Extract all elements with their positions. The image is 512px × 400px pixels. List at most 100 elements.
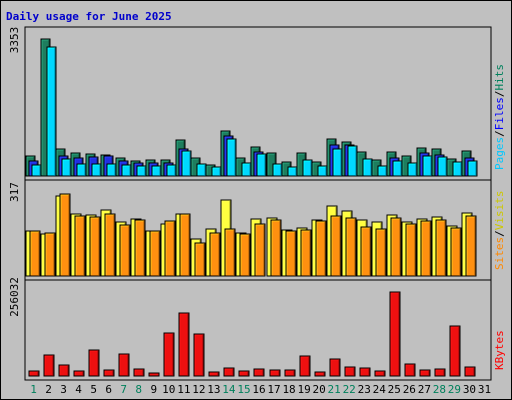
bar-kbytes-day-8 <box>133 368 145 377</box>
bar-sites-day-8 <box>134 219 146 277</box>
bar-sites-day-28 <box>435 219 447 277</box>
bar-kbytes-day-9 <box>148 372 160 377</box>
bar-kbytes-day-20 <box>314 371 326 377</box>
day-label-12: 12 <box>192 383 205 396</box>
legend-text: Visits <box>493 191 506 231</box>
legend-text: / <box>493 130 506 137</box>
bar-kbytes-day-26 <box>404 363 416 377</box>
bar-sites-day-9 <box>149 230 161 277</box>
bar-sites-day-16 <box>254 223 266 277</box>
bar-sites-day-1 <box>29 230 41 277</box>
bar-sites-day-10 <box>164 220 176 277</box>
bar-pages-day-21 <box>332 148 343 177</box>
chart-title: Daily usage for June 2025 <box>6 10 172 23</box>
day-label-16: 16 <box>252 383 265 396</box>
bar-pages-day-1 <box>31 164 42 177</box>
bar-sites-day-4 <box>74 215 86 277</box>
bar-pages-day-2 <box>46 46 57 177</box>
max-label-pages-files-hits: 3353 <box>8 27 21 54</box>
day-label-25: 25 <box>388 383 401 396</box>
bar-sites-day-5 <box>89 216 101 277</box>
bar-sites-day-24 <box>375 228 387 277</box>
bar-kbytes-day-22 <box>344 366 356 377</box>
bar-sites-day-3 <box>59 193 71 277</box>
day-label-7: 7 <box>120 383 127 396</box>
bar-pages-day-9 <box>151 165 162 177</box>
bar-pages-day-18 <box>287 166 298 177</box>
bar-pages-day-26 <box>407 162 418 177</box>
bar-kbytes-day-25 <box>389 291 401 377</box>
day-label-15: 15 <box>237 383 250 396</box>
bar-pages-day-27 <box>422 155 433 177</box>
day-label-2: 2 <box>45 383 52 396</box>
bar-pages-day-22 <box>347 145 358 177</box>
legend-text: Files <box>493 97 506 130</box>
day-label-1: 1 <box>30 383 37 396</box>
bar-pages-day-19 <box>302 159 313 177</box>
day-label-14: 14 <box>222 383 236 396</box>
legend-text: Pages <box>493 137 506 170</box>
bar-kbytes-day-6 <box>103 369 115 377</box>
day-label-11: 11 <box>177 383 190 396</box>
bar-pages-day-4 <box>76 163 87 177</box>
day-label-29: 29 <box>448 383 461 396</box>
day-label-27: 27 <box>418 383 431 396</box>
bar-sites-day-14 <box>224 228 236 277</box>
day-label-4: 4 <box>75 383 82 396</box>
bar-pages-day-3 <box>61 158 72 177</box>
legend-text: Sites <box>493 237 506 270</box>
day-label-18: 18 <box>282 383 295 396</box>
legend-pages-files-hits: Pages/Files/Hits <box>493 64 506 170</box>
bar-pages-day-29 <box>452 161 463 177</box>
bar-pages-day-30 <box>467 160 478 177</box>
bar-kbytes-day-3 <box>58 364 70 377</box>
bar-kbytes-day-13 <box>208 371 220 377</box>
bar-pages-day-15 <box>241 162 252 177</box>
bar-sites-day-26 <box>405 223 417 277</box>
bar-pages-day-12 <box>196 163 207 177</box>
bar-pages-day-10 <box>166 164 177 177</box>
bar-pages-day-5 <box>91 163 102 177</box>
bar-kbytes-day-1 <box>28 370 40 377</box>
bar-sites-day-25 <box>390 217 402 277</box>
bar-kbytes-day-28 <box>434 368 446 377</box>
bar-pages-day-17 <box>272 163 283 177</box>
bar-kbytes-day-4 <box>73 370 85 377</box>
bar-pages-day-14 <box>226 138 237 177</box>
bar-kbytes-day-18 <box>284 369 296 377</box>
day-label-22: 22 <box>343 383 356 396</box>
legend-text: / <box>493 91 506 98</box>
bar-kbytes-day-11 <box>178 312 190 377</box>
panel-kbytes <box>24 279 492 381</box>
max-label-sites-visits: 317 <box>8 182 21 202</box>
bar-pages-day-25 <box>392 160 403 177</box>
day-label-26: 26 <box>403 383 416 396</box>
bar-kbytes-day-7 <box>118 353 130 377</box>
bar-sites-day-23 <box>360 226 372 277</box>
legend-sites-visits: Sites/Visits <box>493 191 506 271</box>
bar-pages-day-8 <box>136 165 147 177</box>
day-label-3: 3 <box>60 383 67 396</box>
legend-kbytes: KBytes <box>493 330 506 370</box>
bar-pages-day-24 <box>377 165 388 177</box>
bar-sites-day-21 <box>330 215 342 277</box>
bar-sites-day-22 <box>345 217 357 277</box>
bar-sites-day-6 <box>104 213 116 277</box>
bar-kbytes-day-2 <box>43 354 55 377</box>
legend-text: KBytes <box>493 330 506 370</box>
bar-kbytes-day-16 <box>253 368 265 377</box>
day-label-19: 19 <box>297 383 310 396</box>
max-label-kbytes: 256032 <box>8 277 21 317</box>
bar-kbytes-day-17 <box>269 369 281 377</box>
day-label-5: 5 <box>90 383 97 396</box>
bar-kbytes-day-24 <box>374 370 386 377</box>
day-label-21: 21 <box>328 383 341 396</box>
bar-sites-day-27 <box>420 220 432 277</box>
bar-kbytes-day-30 <box>464 366 476 377</box>
plot-layer: 3353Pages/Files/Hits317Sites/Visits25603… <box>8 26 506 396</box>
day-label-20: 20 <box>313 383 326 396</box>
bar-pages-day-7 <box>121 164 132 177</box>
bar-sites-day-20 <box>315 220 327 277</box>
bar-pages-day-23 <box>362 158 373 177</box>
day-label-9: 9 <box>150 383 157 396</box>
